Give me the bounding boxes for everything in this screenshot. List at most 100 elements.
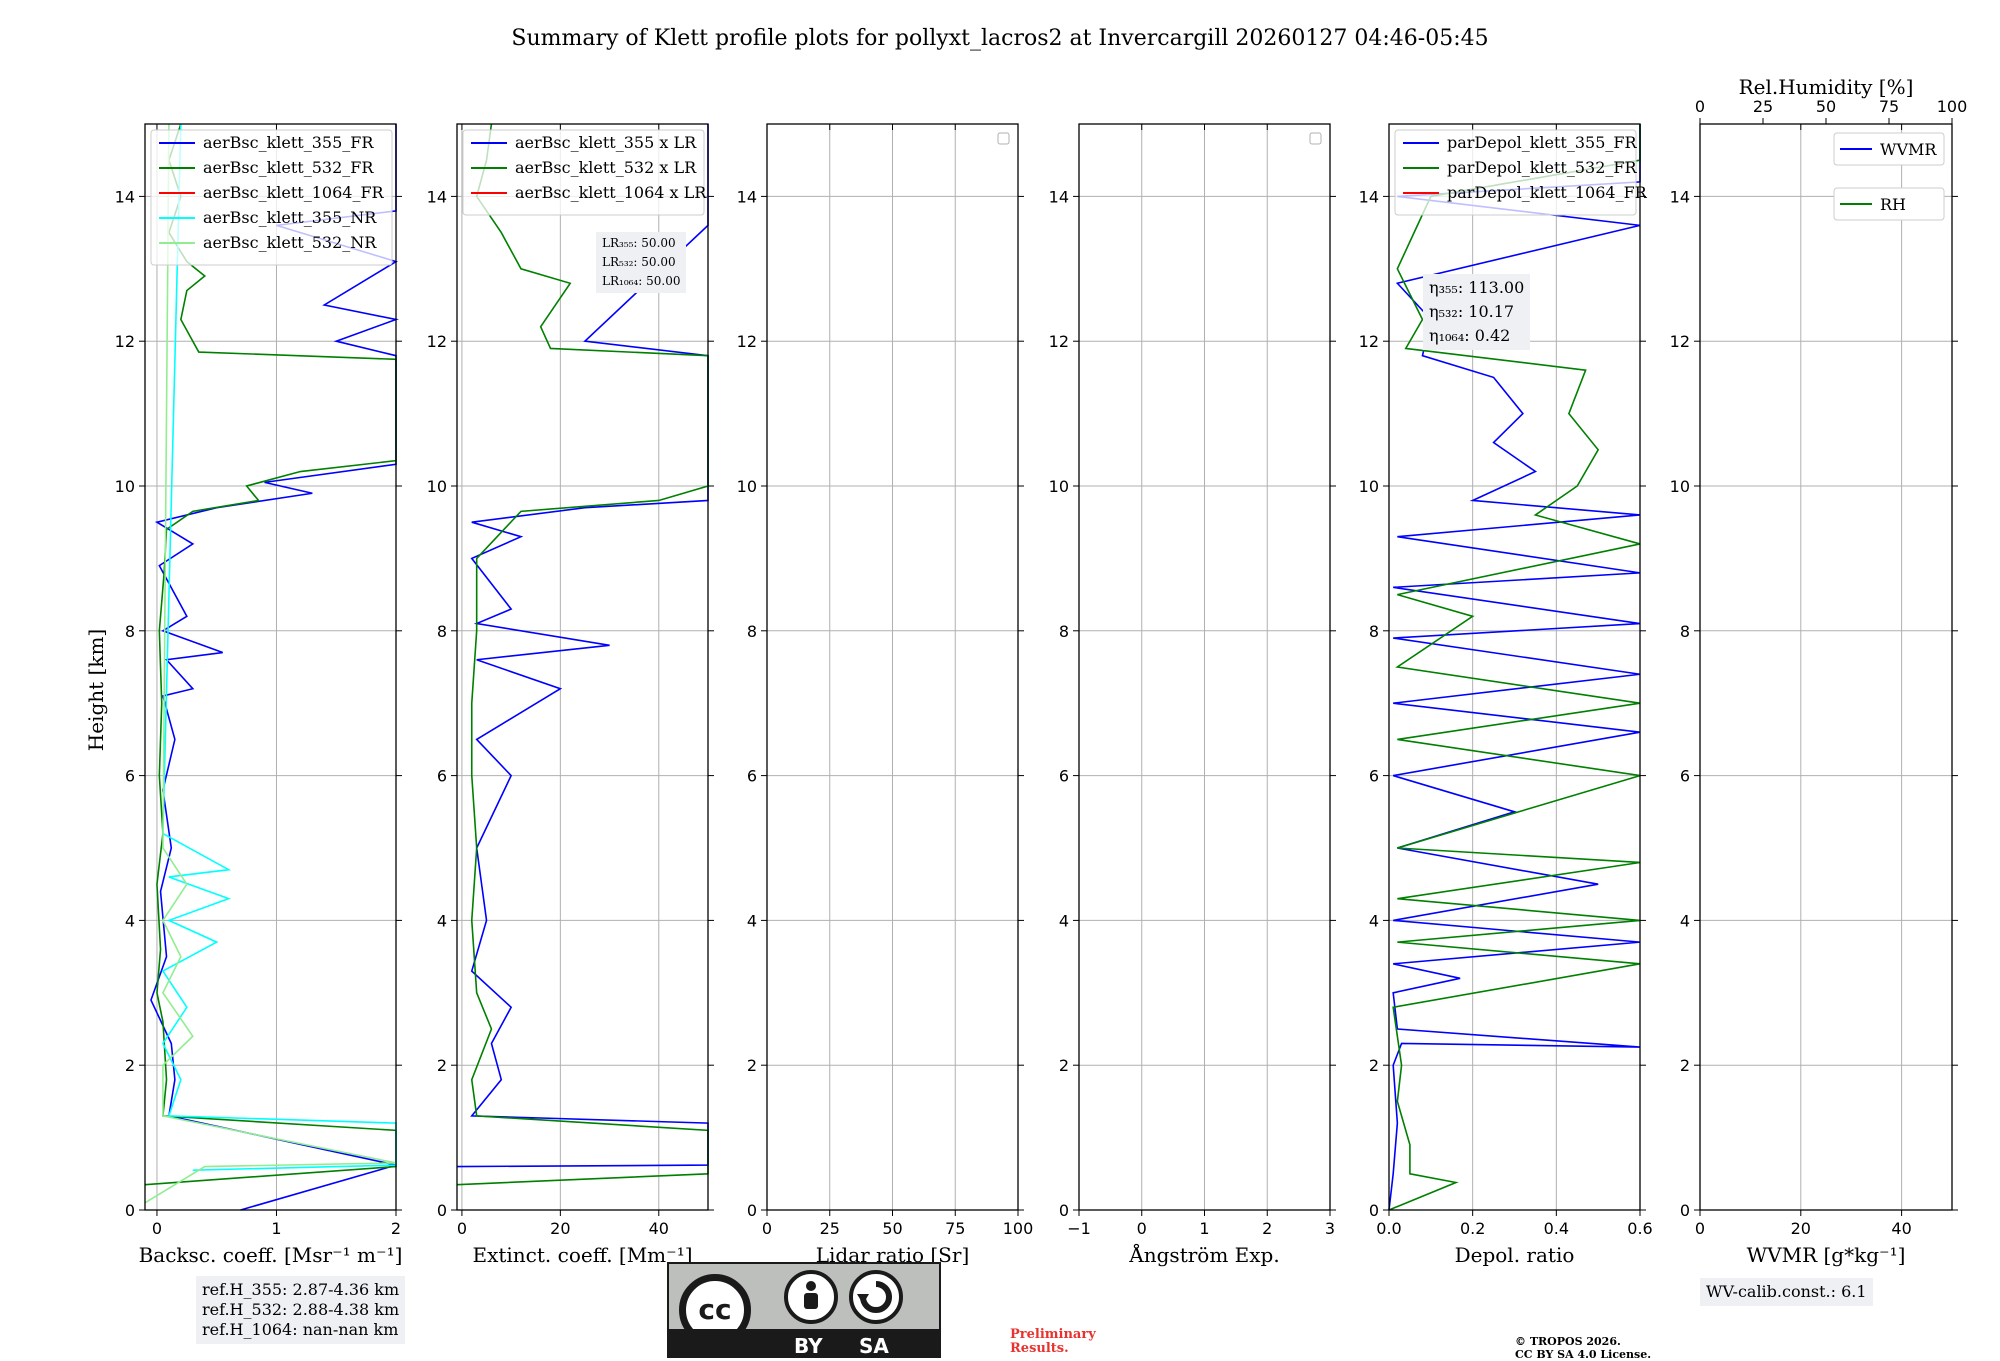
x-tick-label: 0 xyxy=(457,1219,467,1238)
y-tick-label: 12 xyxy=(427,332,447,351)
y-tick-label: 0 xyxy=(747,1201,757,1220)
refh-annotation: ref.H_355: 2.87-4.36 km ref.H_532: 2.88-… xyxy=(196,1276,406,1344)
y-tick-label: 2 xyxy=(747,1056,757,1075)
top-tick-label: 50 xyxy=(1816,97,1836,116)
axes-frame xyxy=(144,123,397,1211)
y-tick-label: 12 xyxy=(1359,332,1379,351)
lidar-ratio-box: LR₃₅₅: 50.00 LR₅₃₂: 50.00 LR₁₀₆₄: 50.00 xyxy=(596,232,687,293)
cc-license-logo[interactable]: cc BY SA xyxy=(667,1262,941,1358)
y-tick-label: 8 xyxy=(437,622,447,641)
empty-legend xyxy=(997,132,1010,145)
x-tick-label: 100 xyxy=(1003,1219,1034,1238)
legend-box xyxy=(1833,187,1945,221)
y-tick-label: 10 xyxy=(737,477,757,496)
refh-1064: ref.H_1064: nan-nan km xyxy=(202,1320,399,1339)
x-tick-label: 0.4 xyxy=(1544,1219,1569,1238)
legend-label: aerBsc_klett_532_FR xyxy=(203,158,374,177)
refh-532: ref.H_532: 2.88-4.38 km xyxy=(202,1300,400,1319)
y-tick-label: 6 xyxy=(1369,767,1379,786)
y-tick-label: 10 xyxy=(115,477,135,496)
top-axis-label: Rel.Humidity [%] xyxy=(1739,75,1914,99)
y-tick-label: 0 xyxy=(437,1201,447,1220)
x-tick-label: 75 xyxy=(945,1219,965,1238)
y-tick-label: 8 xyxy=(1059,622,1069,641)
series-aerBsc_klett_355_FR xyxy=(150,124,399,1211)
legend-label: aerBsc_klett_1064_FR xyxy=(203,183,385,202)
series-aerBsc_klett_355 x LR xyxy=(456,124,709,1168)
preliminary-line-1: Preliminary xyxy=(1010,1327,1096,1342)
y-tick-label: 14 xyxy=(427,187,447,206)
y-tick-label: 2 xyxy=(437,1056,447,1075)
y-tick-label: 4 xyxy=(437,911,447,930)
copyright-line-2: CC BY SA 4.0 License. xyxy=(1515,1348,1652,1361)
legend-box xyxy=(1833,132,1945,166)
y-tick-label: 6 xyxy=(125,767,135,786)
lr-532: LR₅₃₂: 50.00 xyxy=(602,255,676,269)
y-tick-label: 0 xyxy=(1059,1201,1069,1220)
y-tick-label: 10 xyxy=(1359,477,1379,496)
axes-frame xyxy=(1699,123,1953,1211)
empty-legend xyxy=(1309,132,1322,145)
legend-box xyxy=(462,129,705,216)
legend-label: aerBsc_klett_355 x LR xyxy=(515,133,697,152)
x-tick-label: 1 xyxy=(271,1219,281,1238)
y-tick-label: 14 xyxy=(1670,187,1690,206)
wv-calib-annotation: WV-calib.const.: 6.1 xyxy=(1700,1278,1873,1306)
x-tick-label: −1 xyxy=(1067,1219,1091,1238)
eta-box: η₃₅₅: 113.00 η₅₃₂: 10.17 η₁₀₆₄: 0.42 xyxy=(1423,274,1531,350)
y-tick-label: 2 xyxy=(1059,1056,1069,1075)
legend-label: parDepol_klett_532_FR xyxy=(1447,158,1638,177)
cc-sa-label: SA xyxy=(859,1334,889,1358)
y-tick-label: 14 xyxy=(1359,187,1379,206)
y-tick-label: 8 xyxy=(1369,622,1379,641)
y-tick-label: 12 xyxy=(1670,332,1690,351)
eta-532: η₅₃₂: 10.17 xyxy=(1429,302,1515,321)
x-tick-label: 25 xyxy=(820,1219,840,1238)
y-tick-label: 4 xyxy=(1059,911,1069,930)
copyright-note: © TROPOS 2026. CC BY SA 4.0 License. xyxy=(1515,1335,1651,1361)
y-tick-label: 4 xyxy=(1369,911,1379,930)
y-tick-label: 6 xyxy=(437,767,447,786)
legend-box xyxy=(150,129,393,266)
legend-label: aerBsc_klett_532_NR xyxy=(203,233,377,252)
y-tick-label: 14 xyxy=(1049,187,1069,206)
legend-label: parDepol_klett_355_FR xyxy=(1447,133,1638,152)
x-tick-label: 20 xyxy=(1791,1219,1811,1238)
y-tick-label: 2 xyxy=(125,1056,135,1075)
series-aerBsc_klett_532 x LR xyxy=(456,123,709,1186)
axes-frame xyxy=(1388,123,1641,1211)
preliminary-line-2: Results. xyxy=(1010,1341,1069,1356)
top-tick-label: 100 xyxy=(1937,97,1968,116)
panel-extinction: 0 20 40 0 2 4 6 8 10 12 14 Extinct. coeff. [Mm⁻¹] ae… xyxy=(427,123,714,1267)
y-tick-label: 6 xyxy=(1680,767,1690,786)
y-tick-label: 10 xyxy=(1049,477,1069,496)
lr-355: LR₃₅₅: 50.00 xyxy=(602,236,676,250)
panel-wvmr: 0 20 40 0 2 4 6 8 10 12 14 WVMR [g*kg⁻¹] 0 25 50 75 100 R… xyxy=(1670,75,1968,1267)
eta-1064: η₁₀₆₄: 0.42 xyxy=(1429,326,1511,345)
x-axis-label: Ångström Exp. xyxy=(1128,1242,1279,1267)
y-tick-label: 12 xyxy=(1049,332,1069,351)
legend-label: aerBsc_klett_355_FR xyxy=(203,133,374,152)
series-aerBsc_klett_355_NR xyxy=(161,123,397,1171)
figure-title: Summary of Klett profile plots for polly… xyxy=(511,26,1488,51)
x-tick-label: 1 xyxy=(1199,1219,1209,1238)
preliminary-label: Preliminary Results. xyxy=(1010,1328,1096,1356)
x-tick-label: 0.6 xyxy=(1627,1219,1652,1238)
legend-label: aerBsc_klett_532 x LR xyxy=(515,158,697,177)
y-tick-label: 4 xyxy=(747,911,757,930)
y-tick-label: 8 xyxy=(125,622,135,641)
y-tick-label: 12 xyxy=(737,332,757,351)
y-tick-label: 12 xyxy=(115,332,135,351)
legend-label: RH xyxy=(1880,195,1906,214)
y-tick-label: 0 xyxy=(1680,1201,1690,1220)
x-tick-label: 20 xyxy=(550,1219,570,1238)
x-axis-label: Depol. ratio xyxy=(1455,1243,1575,1267)
series-aerBsc_klett_532_FR xyxy=(144,123,397,1186)
x-tick-label: 2 xyxy=(1262,1219,1272,1238)
x-axis-label: Backsc. coeff. [Msr⁻¹ m⁻¹] xyxy=(139,1243,403,1267)
axes-frame xyxy=(456,123,709,1211)
y-tick-label: 14 xyxy=(115,187,135,206)
x-tick-label: 2 xyxy=(391,1219,401,1238)
x-tick-label: 50 xyxy=(882,1219,902,1238)
